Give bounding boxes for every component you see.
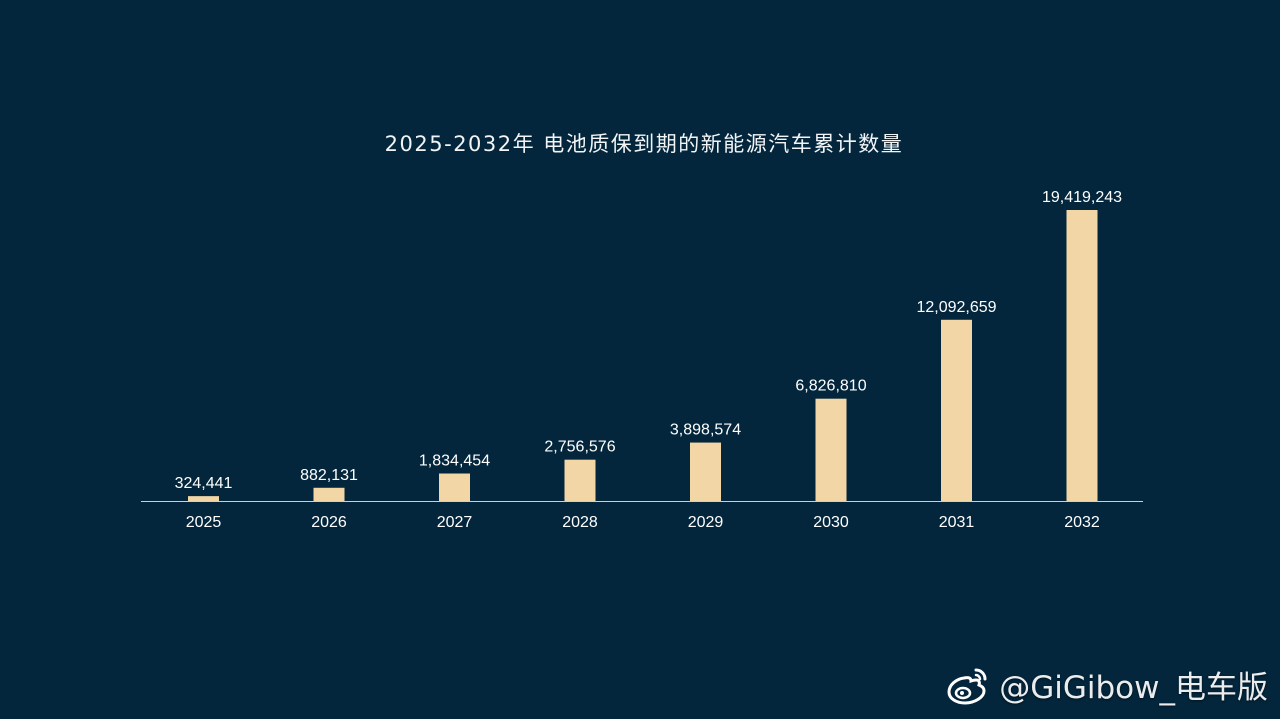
x-tick-label-2025: 2025 <box>186 514 222 531</box>
weibo-icon <box>945 665 991 705</box>
watermark: @GiGibow_电车版 <box>945 662 1268 707</box>
data-label-2032: 19,419,243 <box>1042 189 1122 206</box>
bar-2028 <box>564 459 596 501</box>
chart-title: 2025-2032年 电池质保到期的新能源汽车累计数量 <box>384 132 904 156</box>
x-tick-label-2026: 2026 <box>311 514 347 531</box>
data-label-2031: 12,092,659 <box>916 299 996 316</box>
data-label-2030: 6,826,810 <box>795 378 866 395</box>
x-tick-label-2032: 2032 <box>1064 514 1100 531</box>
bar-2032 <box>1066 210 1098 501</box>
bar-2031 <box>941 319 972 501</box>
data-label-2025: 324,441 <box>175 475 233 492</box>
bar-2029 <box>690 442 721 501</box>
data-label-2028: 2,756,576 <box>544 439 615 456</box>
x-tick-label-2031: 2031 <box>939 514 975 531</box>
bar-2030 <box>815 398 847 501</box>
x-tick-label-2030: 2030 <box>813 514 849 531</box>
bar-2027 <box>439 473 470 501</box>
data-label-2029: 3,898,574 <box>670 422 741 439</box>
bar-2025 <box>188 496 219 501</box>
data-label-2027: 1,834,454 <box>419 453 490 470</box>
x-tick-label-2027: 2027 <box>437 514 473 531</box>
watermark-text: @GiGibow_电车版 <box>999 670 1268 706</box>
x-tick-label-2029: 2029 <box>688 514 724 531</box>
bar-2026 <box>313 487 345 501</box>
data-label-2026: 882,131 <box>300 467 358 484</box>
x-tick-label-2028: 2028 <box>562 514 598 531</box>
